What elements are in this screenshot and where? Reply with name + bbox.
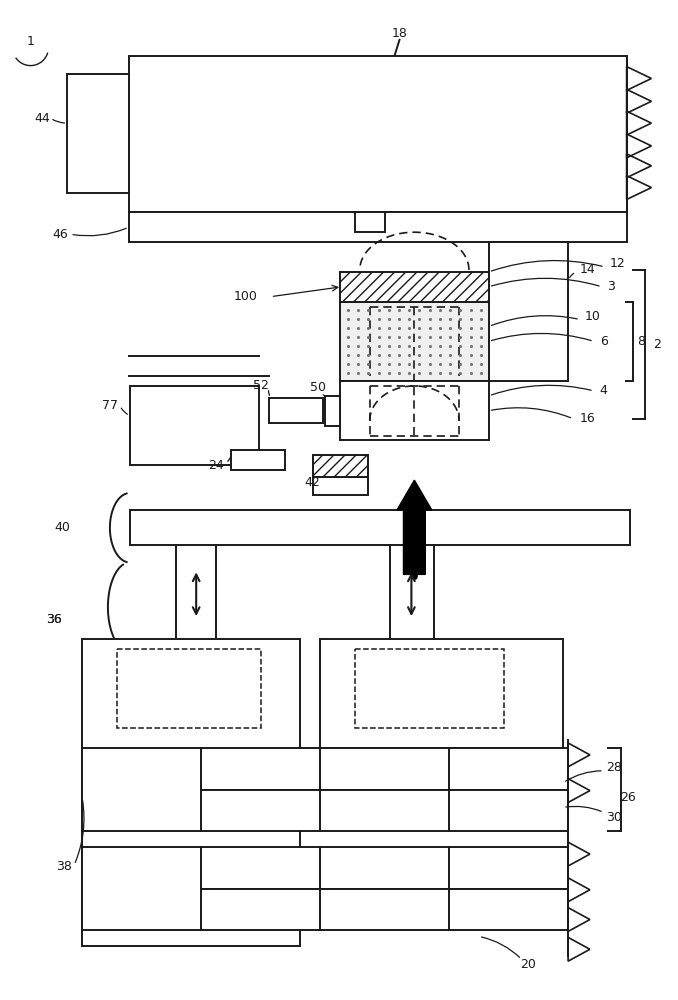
Text: 100: 100 [234, 290, 258, 303]
Bar [325, 396, 340, 426]
Text: 14: 14 [580, 263, 596, 276]
Text: 24: 24 [208, 459, 224, 472]
Text: 1: 1 [26, 35, 35, 48]
Text: 10: 10 [585, 310, 601, 323]
Text: 12: 12 [610, 257, 626, 270]
Text: 42: 42 [304, 476, 320, 489]
Text: 36: 36 [47, 613, 62, 626]
Bar [320, 639, 563, 748]
Bar [67, 74, 129, 193]
Text: 28: 28 [605, 761, 622, 774]
FancyArrow shape [397, 480, 432, 574]
Bar [201, 790, 568, 831]
Text: 40: 40 [54, 521, 71, 534]
Bar [129, 510, 630, 545]
Bar [489, 242, 568, 381]
Bar [268, 398, 323, 423]
Bar [117, 649, 260, 728]
Text: 8: 8 [637, 335, 645, 348]
Bar [82, 847, 201, 930]
Text: 6: 6 [600, 335, 607, 348]
Bar [340, 381, 489, 440]
Text: 2: 2 [654, 338, 661, 351]
Text: 3: 3 [607, 280, 615, 293]
Text: 46: 46 [52, 228, 68, 241]
Text: 16: 16 [580, 412, 596, 425]
Text: 20: 20 [521, 958, 536, 971]
Text: 77: 77 [102, 399, 118, 412]
Text: 30: 30 [605, 811, 622, 824]
Bar [82, 748, 201, 831]
Text: 44: 44 [35, 112, 50, 125]
Bar [201, 847, 568, 889]
Text: 50: 50 [310, 381, 326, 394]
Text: 38: 38 [56, 860, 73, 873]
Bar [129, 212, 626, 242]
Text: 18: 18 [392, 27, 407, 40]
Bar [201, 748, 568, 790]
Bar [355, 649, 504, 728]
Text: 36: 36 [47, 613, 62, 626]
Bar [340, 302, 489, 381]
Bar [231, 450, 285, 470]
Bar [313, 477, 367, 495]
Bar [82, 639, 300, 946]
Text: 26: 26 [620, 791, 635, 804]
Bar [129, 56, 626, 212]
Text: 52: 52 [253, 379, 268, 392]
Bar [129, 386, 259, 465]
Bar [355, 212, 384, 232]
Bar [313, 455, 367, 477]
Bar [340, 272, 489, 302]
Bar [201, 889, 568, 930]
Text: 4: 4 [600, 384, 607, 397]
